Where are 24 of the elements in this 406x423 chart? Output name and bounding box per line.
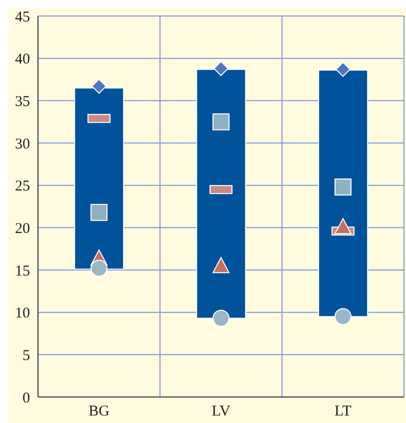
point: [212, 113, 230, 130]
y-tick-label: 0: [22, 390, 30, 406]
point: [90, 204, 108, 221]
y-tick-label: 5: [22, 348, 30, 364]
point: [334, 308, 352, 326]
point: [334, 178, 352, 196]
x-tick-label: BG: [88, 404, 110, 420]
y-tick-label: 30: [15, 136, 30, 152]
y-tick-label: 45: [15, 9, 30, 26]
y-tick-label: 10: [15, 306, 30, 322]
y-tick-label: 20: [15, 220, 30, 237]
point: [336, 62, 350, 77]
point: [214, 60, 228, 76]
y-tick-label: 25: [15, 178, 30, 195]
y-tick-label: 15: [15, 263, 30, 280]
x-tick-label: LV: [212, 404, 230, 420]
point: [90, 260, 108, 277]
point: [334, 218, 352, 234]
point: [212, 310, 230, 327]
y-tick-label: 35: [15, 94, 30, 110]
point: [92, 78, 106, 94]
point: [212, 257, 230, 274]
x-tick-label: LT: [334, 404, 352, 420]
y-tick-label: 40: [15, 52, 30, 68]
